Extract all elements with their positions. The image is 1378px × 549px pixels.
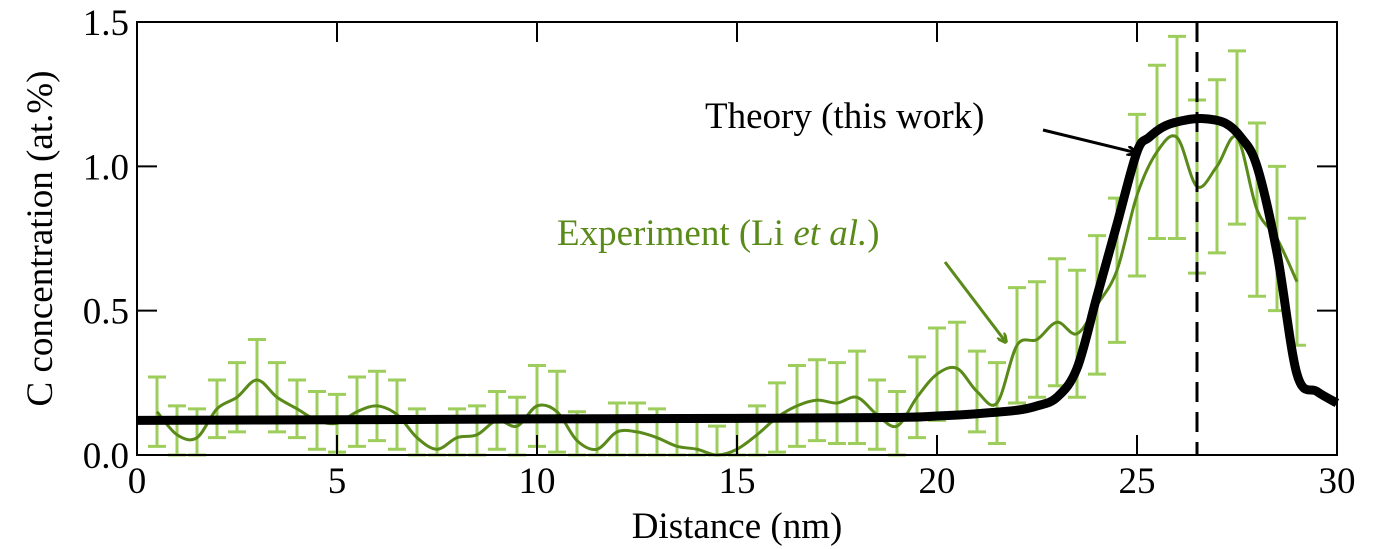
y-axis-label: C concentration (at.%) bbox=[20, 71, 61, 407]
theory-line bbox=[136, 114, 1340, 425]
errorbar bbox=[628, 401, 646, 457]
theory-series bbox=[136, 114, 1340, 425]
annotation-experiment-end: ) bbox=[867, 213, 879, 254]
y-tick-label: 0.0 bbox=[83, 436, 129, 477]
x-tick-label: 30 bbox=[1319, 461, 1356, 502]
y-tick-label: 1.5 bbox=[83, 3, 129, 44]
annotation-experiment-arrow bbox=[943, 261, 1006, 342]
x-axis-label: Distance (nm) bbox=[632, 506, 843, 547]
errorbar bbox=[708, 424, 726, 457]
x-tick-label: 20 bbox=[919, 461, 956, 502]
x-tick-label: 15 bbox=[719, 461, 756, 502]
annotation-experiment: Experiment (Li et al.) bbox=[557, 213, 880, 254]
x-tick-label: 10 bbox=[519, 461, 556, 502]
x-axis: 0 5 10 15 20 25 30 bbox=[128, 22, 1356, 502]
annotation-theory-arrow bbox=[1042, 128, 1136, 153]
annotation-experiment-main: Experiment (Li bbox=[557, 213, 793, 254]
x-tick-label: 25 bbox=[1119, 461, 1156, 502]
x-tick-label: 0 bbox=[128, 461, 147, 502]
errorbar bbox=[668, 415, 686, 457]
x-tick-label: 5 bbox=[328, 461, 347, 502]
annotation-experiment-italic: et al. bbox=[793, 213, 867, 254]
y-axis: 0.0 0.5 1.0 1.5 bbox=[83, 3, 1337, 477]
errorbar bbox=[888, 389, 906, 457]
annotation-theory: Theory (this work) bbox=[705, 96, 985, 137]
y-tick-label: 1.0 bbox=[83, 147, 129, 188]
errorbar bbox=[608, 401, 626, 457]
y-tick-label: 0.5 bbox=[83, 292, 129, 333]
